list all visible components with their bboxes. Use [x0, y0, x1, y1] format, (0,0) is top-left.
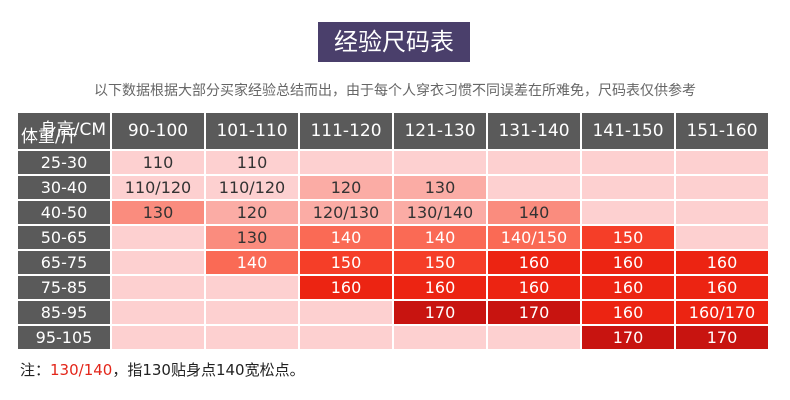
table-row: 85-95 170 170 160 160/170 — [18, 301, 768, 324]
size-cell: 140/150 — [488, 226, 580, 249]
size-cell: 140 — [300, 226, 392, 249]
table-row: 50-65 130 140 140 140/150 150 — [18, 226, 768, 249]
size-cell — [676, 201, 768, 224]
size-cell — [394, 326, 486, 349]
table-row: 95-105 170 170 — [18, 326, 768, 349]
title: 经验尺码表 — [318, 22, 470, 62]
size-cell: 160 — [300, 276, 392, 299]
note: 注：130/140，指130贴身点140宽松点。 — [20, 359, 305, 380]
subtitle: 以下数据根据大部分买家经验总结而出，由于每个人穿衣习惯不同误差在所难免，尺码表仅… — [94, 83, 696, 99]
size-cell — [300, 326, 392, 349]
size-cell: 150 — [300, 251, 392, 274]
size-cell — [206, 301, 298, 324]
size-cell — [112, 226, 204, 249]
size-cell: 130/140 — [394, 201, 486, 224]
size-cell: 160 — [488, 276, 580, 299]
size-cell — [676, 176, 768, 199]
size-cell: 130 — [206, 226, 298, 249]
size-cell — [112, 276, 204, 299]
size-cell: 160 — [582, 301, 674, 324]
corner-bottom: 体重/斤 — [21, 127, 78, 147]
column-header: 151-160 — [676, 113, 768, 149]
size-cell — [488, 151, 580, 174]
size-cell: 160 — [582, 251, 674, 274]
size-cell: 160/170 — [676, 301, 768, 324]
size-cell: 110 — [112, 151, 204, 174]
note-prefix: 注： — [20, 361, 51, 379]
corner-cell: 身高/CM 体重/斤 — [18, 113, 110, 149]
header-row: 身高/CM 体重/斤 90-100 101-110 111-120 121-130 131-… — [18, 113, 768, 149]
size-cell: 150 — [394, 251, 486, 274]
size-cell — [676, 151, 768, 174]
row-label: 50-65 — [18, 226, 110, 249]
size-cell — [112, 251, 204, 274]
size-cell: 150 — [582, 226, 674, 249]
size-cell: 160 — [676, 276, 768, 299]
note-highlight: 130/140 — [50, 361, 113, 379]
size-cell — [206, 326, 298, 349]
row-label: 85-95 — [18, 301, 110, 324]
size-cell — [676, 226, 768, 249]
column-header: 90-100 — [112, 113, 204, 149]
size-cell — [582, 151, 674, 174]
size-cell — [206, 276, 298, 299]
column-header: 111-120 — [300, 113, 392, 149]
size-cell: 110/120 — [206, 176, 298, 199]
size-cell: 140 — [488, 201, 580, 224]
size-cell — [112, 301, 204, 324]
column-header: 101-110 — [206, 113, 298, 149]
size-cell: 110/120 — [112, 176, 204, 199]
size-cell: 110 — [206, 151, 298, 174]
table-row: 40-50 130 120 120/130 130/140 140 — [18, 201, 768, 224]
size-cell: 160 — [394, 276, 486, 299]
size-cell — [300, 301, 392, 324]
row-label: 40-50 — [18, 201, 110, 224]
note-text: ，指130贴身点140宽松点。 — [112, 361, 305, 379]
size-cell — [300, 151, 392, 174]
table-row: 30-40 110/120 110/120 120 130 — [18, 176, 768, 199]
row-label: 65-75 — [18, 251, 110, 274]
column-header: 141-150 — [582, 113, 674, 149]
size-cell: 140 — [394, 226, 486, 249]
size-cell — [582, 201, 674, 224]
size-cell: 140 — [206, 251, 298, 274]
size-cell — [394, 151, 486, 174]
size-cell: 160 — [676, 251, 768, 274]
row-label: 75-85 — [18, 276, 110, 299]
corner-top: 身高/CM — [39, 120, 106, 140]
size-cell: 120/130 — [300, 201, 392, 224]
column-header: 121-130 — [394, 113, 486, 149]
size-cell — [582, 176, 674, 199]
table-row: 75-85 160 160 160 160 160 — [18, 276, 768, 299]
size-cell: 120 — [206, 201, 298, 224]
column-header: 131-140 — [488, 113, 580, 149]
size-cell: 160 — [582, 276, 674, 299]
table-row: 65-75 140 150 150 160 160 160 — [18, 251, 768, 274]
size-cell: 130 — [112, 201, 204, 224]
size-cell: 160 — [488, 251, 580, 274]
size-cell — [112, 326, 204, 349]
size-table: 身高/CM 体重/斤 90-100 101-110 111-120 121-130 131-… — [16, 111, 770, 351]
size-cell: 170 — [676, 326, 768, 349]
row-label: 30-40 — [18, 176, 110, 199]
size-cell — [488, 176, 580, 199]
table-row: 25-30 110 110 — [18, 151, 768, 174]
size-cell: 170 — [488, 301, 580, 324]
size-cell: 170 — [582, 326, 674, 349]
row-label: 95-105 — [18, 326, 110, 349]
size-cell: 170 — [394, 301, 486, 324]
size-cell: 130 — [394, 176, 486, 199]
row-label: 25-30 — [18, 151, 110, 174]
size-cell: 120 — [300, 176, 392, 199]
size-cell — [488, 326, 580, 349]
